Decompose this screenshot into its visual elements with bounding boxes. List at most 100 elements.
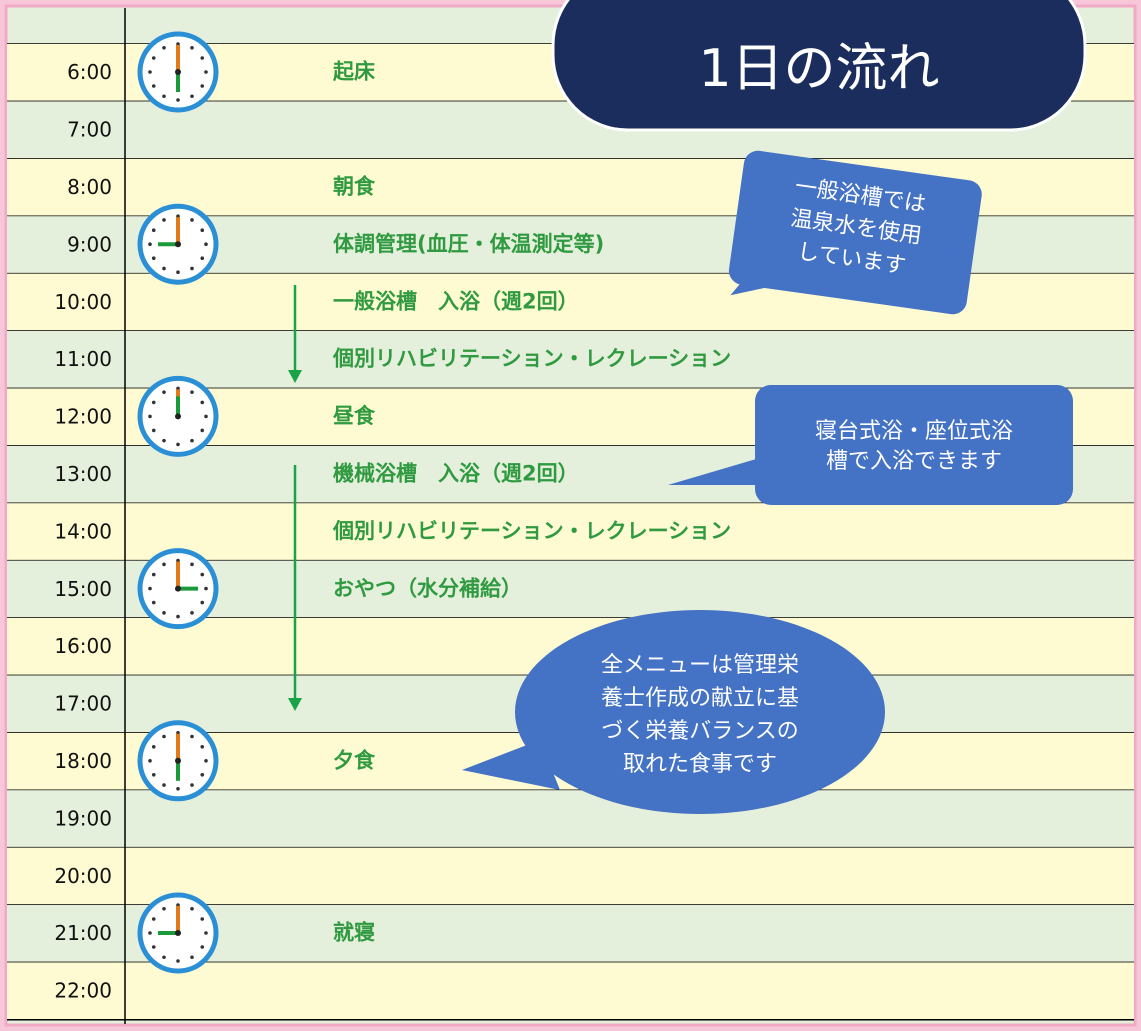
- clock-dot: [190, 94, 194, 99]
- arrows: [288, 285, 302, 711]
- bubble-text: 槽で入浴できます: [826, 449, 1002, 474]
- clock-dot: [190, 390, 194, 394]
- row-band: [7, 331, 1134, 389]
- clock-center: [175, 241, 181, 248]
- clock-dot: [151, 600, 156, 605]
- activity: 体調管理(血圧・体温測定等): [333, 232, 604, 256]
- clock-dot: [200, 945, 205, 949]
- clock-dot: [204, 586, 208, 591]
- clock-dot: [176, 787, 180, 791]
- clock-dot: [162, 611, 166, 615]
- clocks: [137, 31, 219, 974]
- clock-dot: [200, 56, 205, 60]
- clock-dot: [148, 586, 152, 591]
- time-label: 20:00: [54, 864, 112, 888]
- bubble: 一般浴槽では 温泉水を使用 しています: [728, 150, 982, 315]
- activity: 昼食: [333, 404, 376, 428]
- clock-dot: [190, 562, 194, 567]
- clock-dot: [162, 955, 166, 960]
- clock-dot: [162, 266, 166, 271]
- clock-dot: [190, 266, 194, 271]
- time-label: 10:00: [54, 290, 112, 314]
- clock-dot: [162, 906, 166, 911]
- time-label: 14:00: [54, 519, 112, 543]
- clock-dot: [200, 745, 205, 749]
- clock-dot: [176, 386, 180, 391]
- clock-dot: [162, 438, 166, 443]
- clock-center: [175, 69, 181, 75]
- clock-dot: [200, 256, 205, 261]
- clock-dot: [204, 414, 208, 419]
- activity: 個別リハビリテーション・レクレーション: [332, 519, 731, 543]
- time-label: 6:00: [67, 60, 112, 84]
- clock-dot: [151, 917, 156, 921]
- bubble-text: 寝台式浴・座位式浴: [815, 419, 1013, 444]
- clock-dot: [204, 242, 208, 246]
- bubble-text: 取れた食事です: [623, 752, 777, 777]
- clock-dot: [162, 94, 166, 99]
- clock-dot: [200, 400, 205, 405]
- activity: おやつ（水分補給）: [333, 576, 522, 600]
- clock-dot: [190, 438, 194, 443]
- row-band: [7, 847, 1134, 905]
- clock-dot: [148, 931, 152, 935]
- bubble-body: [755, 385, 1073, 505]
- time-label: 18:00: [54, 749, 112, 773]
- bubble-body: [515, 610, 885, 814]
- clock-dot: [162, 45, 166, 50]
- clock-dot: [176, 442, 180, 447]
- bubble-text: 養士作成の献立に基: [601, 686, 799, 711]
- clock-dot: [148, 70, 152, 74]
- bubble-body: [728, 150, 982, 315]
- activity: 起床: [332, 60, 375, 84]
- clock-dot: [190, 783, 194, 787]
- bubble-text: 全メニューは管理栄: [601, 653, 799, 678]
- activity: 機械浴槽 入浴（週2回）: [333, 462, 579, 486]
- clock-dot: [190, 218, 194, 222]
- clock-dot: [162, 562, 166, 567]
- clock-center: [175, 930, 181, 936]
- title: 1日の流れ: [698, 39, 939, 99]
- clock-dot: [176, 959, 180, 963]
- clock-dot: [162, 734, 166, 739]
- clock-dot: [151, 228, 156, 232]
- activity: 朝食: [333, 175, 376, 199]
- time-label: 19:00: [54, 806, 112, 830]
- bubble-tail: [668, 455, 770, 485]
- time-label: 21:00: [54, 921, 112, 945]
- clock-dot: [176, 614, 180, 619]
- rows: 6:00 起床 7:00 8:00 朝食 9:00 体調管理(血圧・体温測定等) 10:00 一…: [7, 8, 1134, 1024]
- clock-dot: [151, 773, 156, 777]
- clock-dot: [176, 42, 180, 46]
- clock-dot: [151, 84, 156, 88]
- arrow-head: [288, 370, 302, 383]
- clock-center: [175, 757, 181, 764]
- clock-dot: [190, 45, 194, 50]
- clock-dot: [148, 242, 152, 246]
- time-label: 9:00: [67, 232, 112, 256]
- clock-dot: [200, 600, 205, 605]
- clock-dot: [200, 428, 205, 433]
- time-label: 11:00: [54, 347, 112, 371]
- clock-dot: [151, 256, 156, 261]
- clock-dot: [162, 218, 166, 222]
- activity: 夕食: [333, 749, 376, 773]
- time-label: 17:00: [54, 692, 112, 716]
- clock-dot: [190, 955, 194, 960]
- clock-dot: [200, 228, 205, 232]
- time-label: 13:00: [54, 462, 112, 486]
- clock-center: [175, 585, 181, 592]
- activity: 個別リハビリテーション・レクレーション: [332, 347, 731, 371]
- clock-dot: [162, 783, 166, 787]
- clock-dot: [176, 98, 180, 102]
- clock-dot: [190, 611, 194, 615]
- title-pill: [551, 0, 1087, 132]
- clock-dot: [204, 931, 208, 935]
- clock-dot: [190, 734, 194, 739]
- clock-dot: [148, 759, 152, 763]
- clock-dot: [148, 414, 152, 419]
- activity: 一般浴槽 入浴（週2回）: [333, 289, 579, 313]
- clock-dot: [204, 70, 208, 74]
- title-badge: 1日の流れ: [551, 0, 1087, 132]
